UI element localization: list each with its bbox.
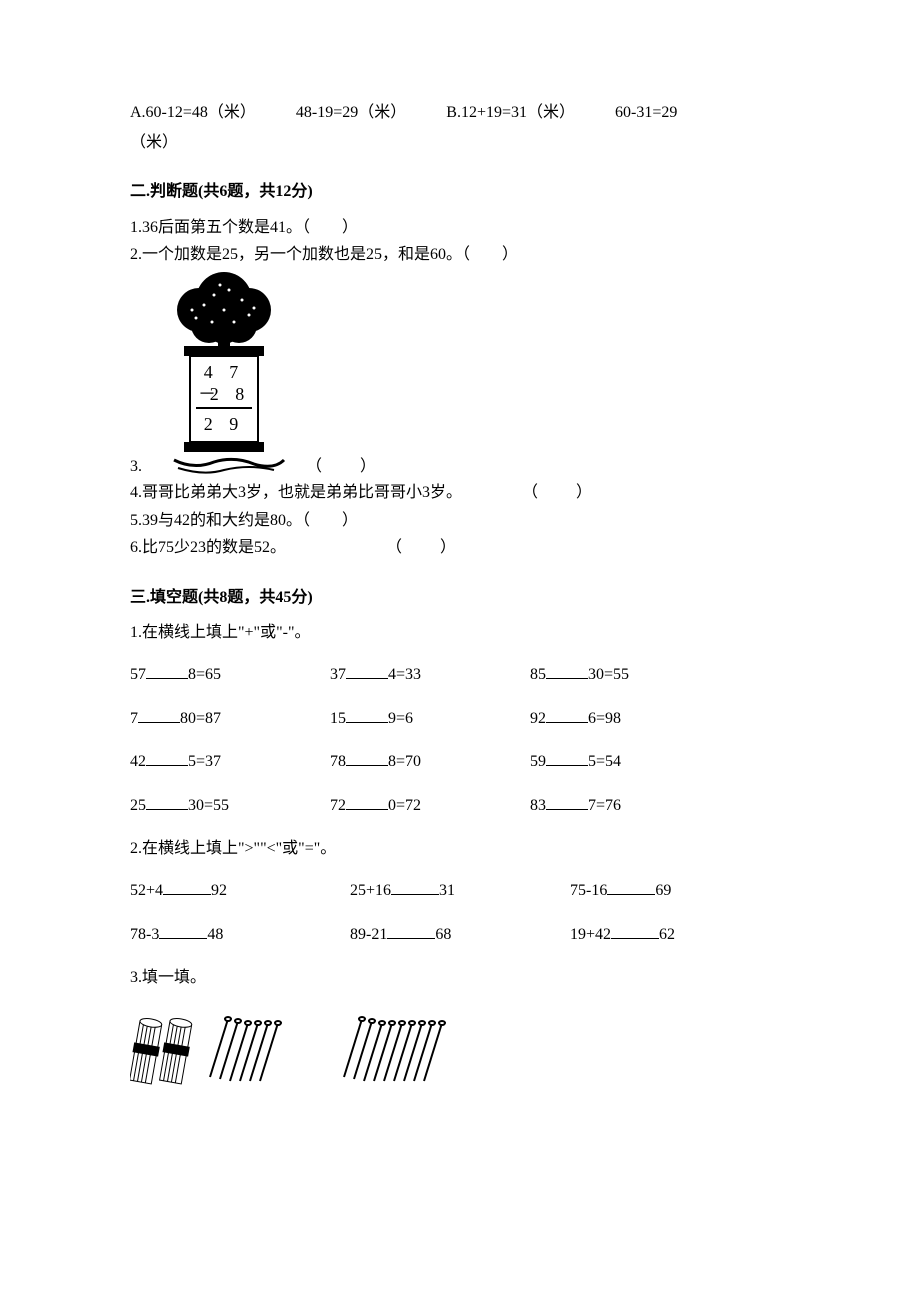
q3-2-r0c0: 52+492: [130, 878, 300, 904]
page: A.60-12=48（米） 48-19=29（米） B.12+19=31（米） …: [0, 0, 920, 1302]
q3-2-r0c2: 75-1669: [570, 878, 740, 904]
q3-1-row2: 425=37 788=70 595=54: [130, 749, 790, 775]
q3-1-r0c0: 578=65: [130, 662, 290, 688]
q3-2-r1c2: 19+4262: [570, 922, 740, 948]
sticks-image-row: [130, 1011, 790, 1101]
svg-text:2 9: 2 9: [204, 414, 245, 434]
svg-text:2 8: 2 8: [210, 384, 251, 404]
section2-title: 二.判断题(共6题，共12分): [130, 179, 790, 205]
q3-2-r1c1: 89-2168: [350, 922, 520, 948]
tf-item-3-paren: （ ）: [306, 454, 378, 480]
tf-item-4-paren: （ ）: [522, 480, 594, 506]
tree-pot-image: 4 7 － 2 8 2 9: [154, 270, 294, 480]
svg-text:4 7: 4 7: [204, 362, 245, 382]
q3-1-r2c0: 425=37: [130, 749, 290, 775]
sticks-group-2: [340, 1011, 470, 1101]
q3-1-r2c2: 595=54: [530, 749, 690, 775]
q3-1-r2c1: 788=70: [330, 749, 490, 775]
tf-item-3-wrap: 3.: [130, 270, 790, 480]
q3-1-row0: 578=65 374=33 8530=55: [130, 662, 790, 688]
q3-1-r0c1: 374=33: [330, 662, 490, 688]
section3-title: 三.填空题(共8题，共45分): [130, 585, 790, 611]
choice-a1: A.60-12=48（米）: [130, 100, 256, 126]
choice-tail: （米）: [130, 130, 790, 156]
tf-item-1: 1.36后面第五个数是41。（ ）: [130, 215, 790, 241]
choice-b2: 60-31=29: [615, 100, 677, 126]
q3-1-r3c2: 837=76: [530, 793, 690, 819]
q3-1-r1c0: 780=87: [130, 706, 290, 732]
tf-item-6-row: 6.比75少23的数是52。 （ ）: [130, 535, 790, 561]
choice-row: A.60-12=48（米） 48-19=29（米） B.12+19=31（米） …: [130, 100, 790, 126]
q3-1-grid: 578=65 374=33 8530=55 780=87 159=6 926=9…: [130, 662, 790, 818]
q3-2-r1c0: 78-348: [130, 922, 300, 948]
sticks-group-1: [130, 1011, 300, 1101]
q3-1-prompt: 1.在横线上填上"+"或"-"。: [130, 620, 790, 646]
q3-3-prompt: 3.填一填。: [130, 965, 790, 991]
tf-item-6-paren: （ ）: [386, 535, 458, 561]
q3-1-r3c1: 720=72: [330, 793, 490, 819]
q3-1-r1c2: 926=98: [530, 706, 690, 732]
q3-1-row1: 780=87 159=6 926=98: [130, 706, 790, 732]
tf-item-6: 6.比75少23的数是52。: [130, 535, 286, 561]
q3-1-r3c0: 2530=55: [130, 793, 290, 819]
q3-2-grid: 52+492 25+1631 75-1669 78-348 89-2168 19…: [130, 878, 790, 947]
tf-item-2: 2.一个加数是25，另一个加数也是25，和是60。（ ）: [130, 242, 790, 268]
tf-item-5: 5.39与42的和大约是80。（ ）: [130, 508, 790, 534]
q3-2-row1: 78-348 89-2168 19+4262: [130, 922, 790, 948]
q3-1-r1c1: 159=6: [330, 706, 490, 732]
q3-1-row3: 2530=55 720=72 837=76: [130, 793, 790, 819]
q3-1-r0c2: 8530=55: [530, 662, 690, 688]
q3-2-r0c1: 25+1631: [350, 878, 520, 904]
choice-b1: B.12+19=31（米）: [446, 100, 575, 126]
q3-2-prompt: 2.在横线上填上">""<"或"="。: [130, 836, 790, 862]
choice-a2: 48-19=29（米）: [296, 100, 406, 126]
tf-item-3-number: 3.: [130, 454, 142, 480]
tf-item-4-row: 4.哥哥比弟弟大3岁，也就是弟弟比哥哥小3岁。 （ ）: [130, 480, 790, 506]
tf-item-4: 4.哥哥比弟弟大3岁，也就是弟弟比哥哥小3岁。: [130, 480, 462, 506]
q3-2-row0: 52+492 25+1631 75-1669: [130, 878, 790, 904]
